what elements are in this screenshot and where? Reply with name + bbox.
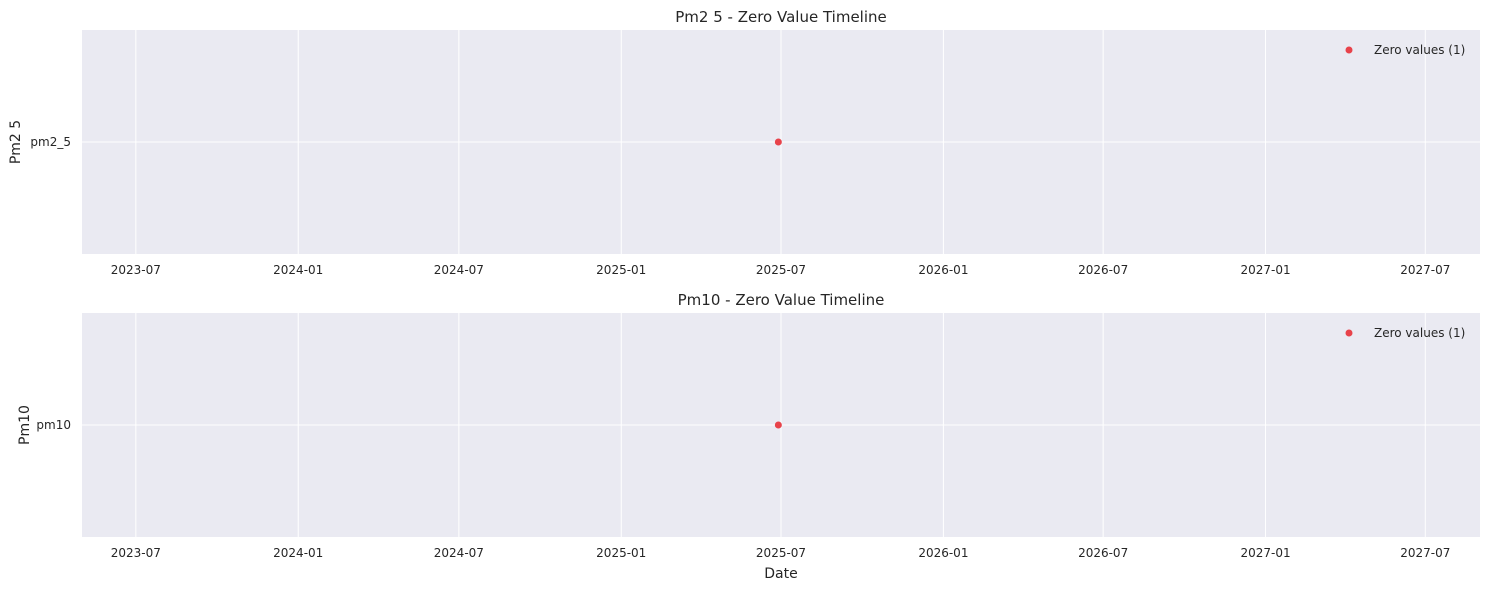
x-tick-label: 2024-07 — [434, 546, 484, 560]
chart-title: Pm2 5 - Zero Value Timeline — [675, 8, 887, 26]
x-tick-label: 2023-07 — [111, 263, 161, 277]
x-tick-label: 2025-07 — [756, 546, 806, 560]
x-tick-label: 2026-01 — [918, 263, 968, 277]
x-tick-label: 2027-07 — [1400, 263, 1450, 277]
x-tick-label: 2026-07 — [1078, 263, 1128, 277]
x-tick-label: 2023-07 — [111, 546, 161, 560]
x-tick-label: 2026-07 — [1078, 546, 1128, 560]
x-tick-labels: 2023-07 2024-01 2024-07 2025-01 2025-07 2026-… — [111, 546, 1451, 560]
scatter-points — [774, 421, 782, 429]
panel-pm10: 2023-07 2024-01 2024-07 2025-01 2025-07 2026-… — [17, 291, 1480, 582]
y-axis-label: Pm10 — [17, 405, 33, 445]
legend: Zero values (1) — [1345, 326, 1465, 340]
y-axis-label: Pm2 5 — [8, 120, 24, 164]
y-tick-labels: pm10 — [36, 418, 71, 432]
x-tick-label: 2024-07 — [434, 263, 484, 277]
x-tick-label: 2026-01 — [918, 546, 968, 560]
x-tick-label: 2027-01 — [1240, 263, 1290, 277]
legend-label: Zero values (1) — [1374, 43, 1465, 57]
y-tick-label: pm2_5 — [30, 135, 71, 149]
chart-title: Pm10 - Zero Value Timeline — [678, 291, 885, 309]
x-tick-labels: 2023-07 2024-01 2024-07 2025-01 2025-07 2026-… — [111, 263, 1451, 277]
x-tick-label: 2027-01 — [1240, 546, 1290, 560]
scatter-points — [774, 138, 782, 146]
x-axis-label: Date — [764, 566, 797, 582]
legend-marker — [1345, 329, 1353, 337]
x-tick-label: 2025-01 — [596, 263, 646, 277]
y-tick-label: pm10 — [36, 418, 71, 432]
legend: Zero values (1) — [1345, 43, 1465, 57]
panel-pm2-5: 2023-07 2024-01 2024-07 2025-01 2025-07 2026-… — [8, 8, 1480, 277]
x-tick-label: 2027-07 — [1400, 546, 1450, 560]
x-tick-label: 2025-07 — [756, 263, 806, 277]
legend-marker — [1345, 46, 1353, 54]
data-point — [774, 138, 782, 146]
x-tick-label: 2025-01 — [596, 546, 646, 560]
legend-label: Zero values (1) — [1374, 326, 1465, 340]
y-tick-labels: pm2_5 — [30, 135, 71, 149]
x-tick-label: 2024-01 — [273, 546, 323, 560]
data-point — [774, 421, 782, 429]
x-tick-label: 2024-01 — [273, 263, 323, 277]
